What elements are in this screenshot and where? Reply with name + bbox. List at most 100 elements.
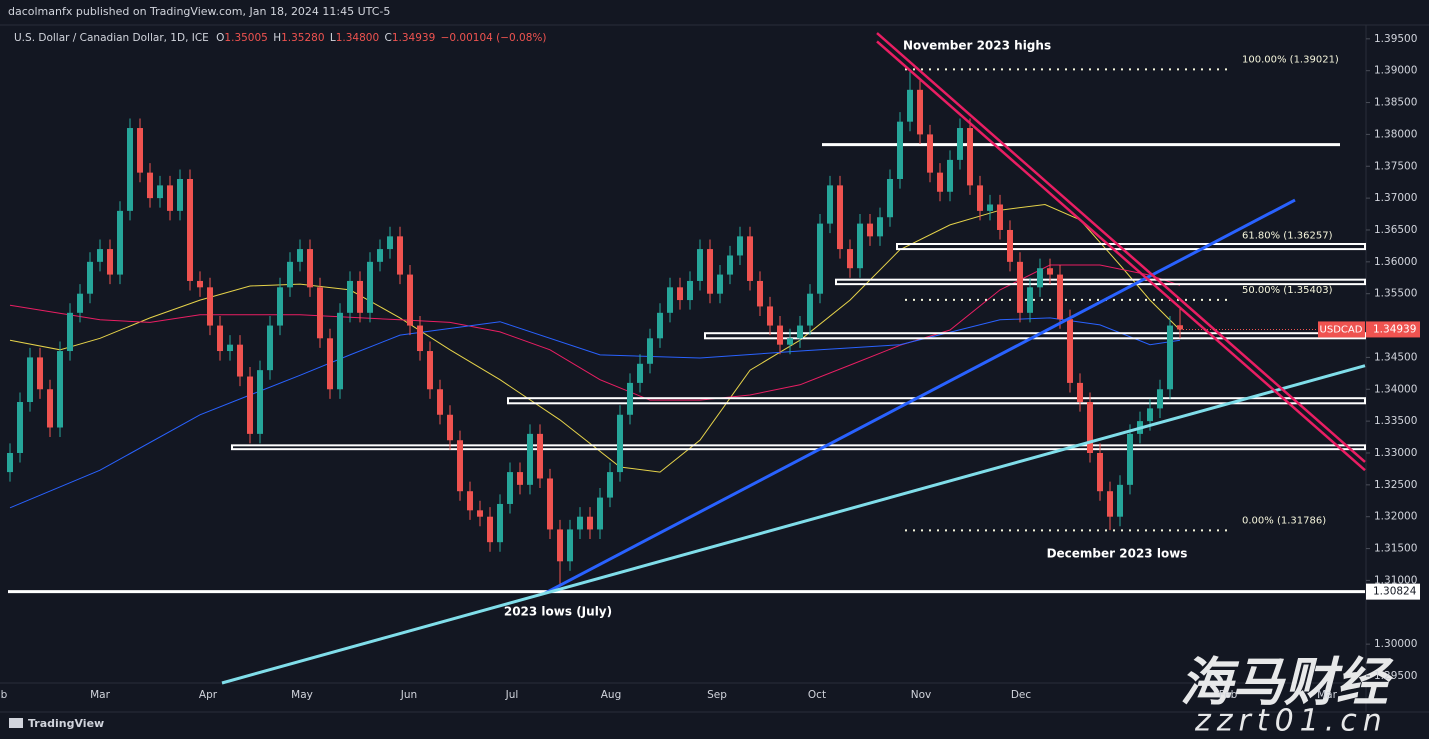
candle-body	[1177, 325, 1183, 330]
candle-body	[367, 261, 373, 313]
candle-body	[257, 370, 263, 434]
x-tick-label: Feb	[0, 689, 8, 701]
candle-body	[627, 382, 633, 415]
legend-label: C	[384, 32, 391, 44]
y-tick-label: 1.36500	[1374, 224, 1417, 236]
y-tick-label: 1.33000	[1374, 447, 1417, 459]
candle-body	[397, 236, 403, 275]
candle-body	[17, 402, 23, 453]
candle-body	[467, 491, 473, 511]
candle-body	[597, 497, 603, 530]
candle-body	[657, 312, 663, 339]
candle-body	[907, 89, 913, 122]
y-tick-label: 1.38000	[1374, 128, 1417, 140]
candle-body	[1127, 433, 1133, 485]
candle-body	[727, 255, 733, 275]
candle-body	[1057, 274, 1063, 320]
footer: TradingView	[28, 717, 104, 730]
legend-label: O	[216, 32, 224, 44]
x-tick-label: Jul	[505, 689, 519, 701]
candle-body	[787, 338, 793, 345]
candle-body	[707, 249, 713, 294]
x-tick-label: Oct	[808, 689, 826, 701]
y-tick-label: 1.31000	[1374, 574, 1417, 586]
candle-body	[57, 351, 63, 428]
candle-body	[817, 223, 823, 294]
candle-body	[177, 179, 183, 211]
candle-body	[987, 204, 993, 211]
y-tick-label: 1.37000	[1374, 192, 1417, 204]
candle-body	[517, 472, 523, 485]
candle-body	[687, 280, 693, 301]
candle-body	[1087, 402, 1093, 453]
candle-body	[647, 338, 653, 364]
candle-body	[927, 134, 933, 173]
candle-body	[1017, 261, 1023, 313]
candle-body	[847, 249, 853, 269]
annotation: December 2023 lows	[1047, 547, 1188, 561]
candle-body	[237, 344, 243, 377]
candle-body	[287, 261, 293, 288]
y-tick-label: 1.39500	[1374, 33, 1417, 45]
candle-body	[27, 357, 33, 403]
x-tick-label: Mar	[1317, 689, 1337, 701]
candle-body	[777, 325, 783, 345]
y-tick-label: 1.31500	[1374, 543, 1417, 555]
candle-body	[227, 344, 233, 352]
y-tick-label: 1.29500	[1374, 670, 1417, 682]
candle-body	[67, 312, 73, 352]
candle-body	[167, 185, 173, 211]
candle-body	[867, 223, 873, 237]
candle-body	[197, 280, 203, 288]
x-tick-label: Dec	[1011, 689, 1032, 701]
candle-body	[317, 287, 323, 339]
candle-body	[457, 440, 463, 492]
candle-body	[587, 516, 593, 530]
candle-body	[737, 236, 743, 256]
candle-body	[567, 529, 573, 562]
x-tick-label: Aug	[601, 689, 622, 701]
candle-body	[1007, 229, 1013, 262]
candle-body	[1047, 268, 1053, 275]
candle-body	[107, 249, 113, 275]
candle-body	[387, 236, 393, 250]
candle-body	[917, 89, 923, 135]
candle-body	[377, 249, 383, 262]
candle-body	[477, 510, 483, 517]
x-tick-label: May	[291, 689, 313, 701]
candle-body	[1117, 484, 1123, 517]
legend-value: 1.35280	[281, 32, 324, 44]
price-tag: 1.34939	[1373, 323, 1416, 335]
legend-label: L	[330, 32, 336, 44]
candle-body	[157, 185, 163, 199]
candle-body	[697, 249, 703, 281]
candle-body	[1157, 389, 1163, 409]
candle-body	[337, 312, 343, 390]
level-tag: 1.30824	[1373, 586, 1417, 598]
legend-change: −0.00104 (−0.08%)	[441, 32, 547, 44]
candle-body	[137, 128, 143, 173]
trendline	[876, 32, 1366, 463]
candle-body	[967, 128, 973, 186]
candle-body	[497, 503, 503, 543]
candle-body	[837, 185, 843, 250]
candle-body	[1147, 408, 1153, 422]
candle-body	[1027, 287, 1033, 313]
candle-body	[347, 280, 353, 313]
x-tick-label: Feb	[1219, 689, 1238, 701]
candle-body	[607, 472, 613, 498]
candle-body	[577, 516, 583, 530]
candle-body	[307, 249, 313, 288]
y-tick-label: 1.32500	[1374, 479, 1417, 491]
x-tick-label: Nov	[911, 689, 932, 701]
candle-body	[1037, 268, 1043, 288]
candle-body	[147, 172, 153, 199]
candle-body	[887, 179, 893, 218]
y-tick-label: 1.34500	[1374, 351, 1417, 363]
fib-label: 50.00% (1.35403)	[1242, 285, 1333, 296]
trendline	[221, 364, 1366, 685]
level-tag-bg	[1366, 583, 1420, 600]
